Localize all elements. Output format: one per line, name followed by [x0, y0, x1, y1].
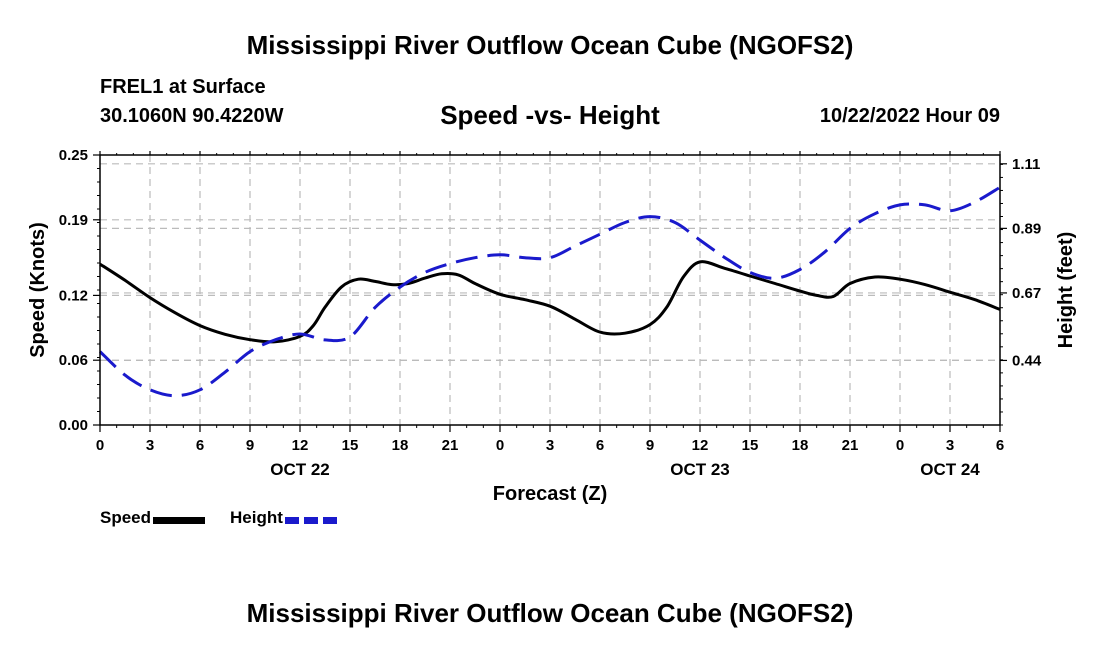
legend-speed-swatch: [153, 516, 206, 524]
y2-tick-label: 0.44: [1012, 352, 1042, 369]
legend-speed-label: Speed: [100, 508, 152, 527]
chart-title: Speed -vs- Height: [440, 100, 660, 130]
x-tick-label: 21: [842, 437, 859, 454]
x-tick-label: 15: [342, 437, 359, 454]
repeated-main-title: Mississippi River Outflow Ocean Cube (NG…: [246, 598, 854, 628]
x-tick-label: 6: [996, 437, 1004, 454]
y-tick-label: 0.25: [59, 147, 88, 164]
x-tick-label: 3: [146, 437, 154, 454]
y2-axis-label: Height (feet): [1055, 232, 1077, 349]
x-tick-label: 21: [442, 437, 459, 454]
y-tick-label: 0.00: [59, 417, 88, 434]
speed-series-line: [99, 260, 1001, 344]
x-tick-label: 12: [292, 437, 309, 454]
x-tick-label: 6: [196, 437, 204, 454]
y2-tick-label: 0.89: [1012, 220, 1041, 237]
legend-speed: Speed: [100, 508, 206, 528]
x-tick-label: 9: [246, 437, 254, 454]
height-series-line: [98, 185, 1001, 398]
legend-height-swatch: [284, 516, 337, 524]
y-tick-label: 0.19: [59, 212, 88, 229]
x-tick-label: 15: [742, 437, 759, 454]
x-tick-label: 18: [792, 437, 809, 454]
y2-tick-label: 1.11: [1012, 156, 1040, 173]
date-label: OCT 22: [270, 460, 330, 479]
axis-labels: Forecast (Z) Speed (Knots) Height (feet): [27, 222, 1077, 505]
x-tick-label: 9: [646, 437, 654, 454]
x-tick-label: 0: [896, 437, 904, 454]
main-title: Mississippi River Outflow Ocean Cube (NG…: [246, 30, 854, 60]
x-tick-label: 18: [392, 437, 409, 454]
y2-tick-label: 0.67: [1012, 285, 1041, 302]
x-tick-label: 0: [496, 437, 504, 454]
y-axis-label: Speed (Knots): [27, 222, 49, 358]
x-tick-label: 12: [692, 437, 709, 454]
legend-height: Height: [230, 508, 337, 528]
station-label: FREL1 at Surface: [100, 76, 266, 98]
station-coordinates: 30.1060N 90.4220W: [100, 105, 284, 127]
series: [98, 185, 1001, 398]
forecast-datetime: 10/22/2022 Hour 09: [819, 105, 1000, 127]
x-tick-label: 6: [596, 437, 604, 454]
plot-frame: [99, 154, 1001, 426]
y-tick-label: 0.06: [59, 352, 88, 369]
date-label: OCT 23: [670, 460, 730, 479]
x-tick-label: 3: [946, 437, 954, 454]
y-tick-label: 0.12: [59, 287, 88, 304]
x-tick-label: 0: [96, 437, 104, 454]
legend-height-label: Height: [230, 508, 283, 527]
date-label: OCT 24: [920, 460, 980, 479]
x-axis-label: Forecast (Z): [493, 483, 607, 505]
grid: [100, 155, 1000, 425]
x-tick-label: 3: [546, 437, 554, 454]
